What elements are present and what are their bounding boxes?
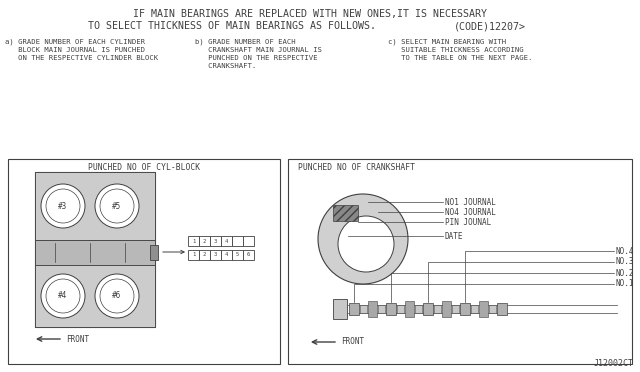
Text: (CODE)12207>: (CODE)12207> [454,21,526,31]
Text: NO1 JOURNAL: NO1 JOURNAL [445,198,496,206]
Text: PUNCHED NO OF CRANKSHAFT: PUNCHED NO OF CRANKSHAFT [298,163,415,171]
Bar [35,240,155,265]
Bar [8,159,280,364]
Text: NO.1: NO.1 [616,279,634,289]
Bar [243,250,254,260]
Text: c) SELECT MAIN BEARING WITH
   SUITABLE THICKNESS ACCORDING
   TO THE TABLE ON T: c) SELECT MAIN BEARING WITH SUITABLE THI… [388,38,532,61]
Bar [349,303,359,315]
Text: 1: 1 [192,253,195,257]
Bar [479,301,488,317]
Bar [442,301,451,317]
Text: a) GRADE NUMBER OF EACH CYLINDER
   BLOCK MAIN JOURNAL IS PUNCHED
   ON THE RESP: a) GRADE NUMBER OF EACH CYLINDER BLOCK M… [5,38,158,61]
Bar [35,172,155,240]
Bar [378,305,385,313]
Text: #4: #4 [58,292,68,301]
Bar [35,265,155,327]
Circle shape [338,216,394,272]
Text: #3: #3 [58,202,68,211]
Bar [199,236,210,246]
Circle shape [95,274,139,318]
Bar [405,301,414,317]
Text: 2: 2 [203,253,206,257]
Text: 3: 3 [214,238,217,244]
Text: 4: 4 [225,238,228,244]
Bar [288,159,632,364]
Bar [423,303,433,315]
Bar [452,305,459,313]
Text: PIN JOUNAL: PIN JOUNAL [445,218,492,227]
Bar [232,250,243,260]
Bar [150,245,158,260]
Text: 2: 2 [203,238,206,244]
Text: FRONT: FRONT [66,334,89,343]
Text: PUNCHED NO OF CYL-BLOCK: PUNCHED NO OF CYL-BLOCK [88,163,200,171]
Bar [188,236,199,246]
Text: #6: #6 [113,292,122,301]
Bar [232,236,243,246]
Circle shape [41,274,85,318]
Bar [434,305,441,313]
Bar [471,305,478,313]
Bar [368,301,377,317]
Text: #5: #5 [113,202,122,211]
Text: FRONT: FRONT [341,337,364,346]
Bar [188,250,199,260]
Text: J12002CT: J12002CT [594,359,634,368]
Text: 1: 1 [192,238,195,244]
Text: 4: 4 [225,253,228,257]
Text: TO SELECT THICKNESS OF MAIN BEARINGS AS FOLLOWS.: TO SELECT THICKNESS OF MAIN BEARINGS AS … [88,21,376,31]
Text: DATE: DATE [445,231,463,241]
Bar [243,236,254,246]
Bar [210,250,221,260]
Text: NO4 JOURNAL: NO4 JOURNAL [445,208,496,217]
Bar [35,172,155,327]
Text: 6: 6 [247,253,250,257]
Circle shape [318,194,408,284]
Circle shape [95,184,139,228]
Text: NO.4: NO.4 [616,247,634,256]
Text: IF MAIN BEARINGS ARE REPLACED WITH NEW ONES,IT IS NECESSARY: IF MAIN BEARINGS ARE REPLACED WITH NEW O… [133,9,487,19]
Text: NO.2: NO.2 [616,269,634,278]
Bar [489,305,496,313]
Bar [199,250,210,260]
Text: b) GRADE NUMBER OF EACH
   CRANKSHAFT MAIN JOURNAL IS
   PUNCHED ON THE RESPECTI: b) GRADE NUMBER OF EACH CRANKSHAFT MAIN … [195,38,322,68]
Text: 5: 5 [236,253,239,257]
Text: NO.3: NO.3 [616,257,634,266]
Bar [333,205,358,221]
Bar [497,303,507,315]
Bar [221,236,232,246]
Bar [221,250,232,260]
Text: 3: 3 [214,253,217,257]
Bar [415,305,422,313]
Bar [397,305,404,313]
Bar [460,303,470,315]
Circle shape [41,184,85,228]
Bar [360,305,367,313]
Bar [333,299,347,319]
Bar [210,236,221,246]
Bar [386,303,396,315]
